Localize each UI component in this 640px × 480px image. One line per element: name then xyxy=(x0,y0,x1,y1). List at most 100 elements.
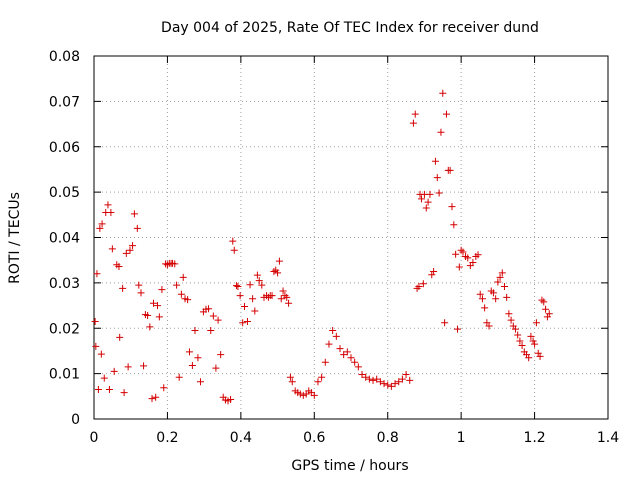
data-point-marker xyxy=(268,292,276,300)
data-point-marker xyxy=(358,371,366,379)
data-point-marker xyxy=(518,341,526,349)
data-point-marker xyxy=(529,337,537,345)
data-point-marker xyxy=(391,380,399,388)
data-point-marker xyxy=(152,393,160,401)
y-axis-label: ROTI / TECUs xyxy=(7,192,23,284)
data-point-marker xyxy=(419,280,427,288)
data-point-marker xyxy=(540,298,548,306)
data-point-marker xyxy=(516,337,524,345)
data-point-marker xyxy=(115,263,123,271)
data-point-marker xyxy=(485,322,493,330)
data-point-marker xyxy=(478,295,486,303)
x-tick-label: 0 xyxy=(90,430,99,446)
data-point-marker xyxy=(286,373,294,381)
data-point-marker xyxy=(146,323,154,331)
data-point-marker xyxy=(177,290,185,298)
data-point-marker xyxy=(241,302,249,310)
data-point-marker xyxy=(246,281,254,289)
y-tick-label: 0.05 xyxy=(49,185,80,201)
data-point-marker xyxy=(158,286,166,294)
data-point-marker xyxy=(439,89,447,97)
x-tick-label: 0.8 xyxy=(377,430,399,446)
data-point-marker xyxy=(281,292,289,300)
data-point-marker xyxy=(97,350,105,358)
data-point-marker xyxy=(140,362,148,370)
data-point-marker xyxy=(104,201,112,209)
data-point-marker xyxy=(347,354,355,362)
y-tick-label: 0.03 xyxy=(49,276,80,292)
x-tick-label: 0.4 xyxy=(230,430,252,446)
data-point-marker xyxy=(214,316,222,324)
data-point-marker xyxy=(285,299,293,307)
data-point-marker xyxy=(459,248,467,256)
data-point-marker xyxy=(299,391,307,399)
x-tick-label: 1.2 xyxy=(523,430,545,446)
data-point-marker xyxy=(464,254,472,262)
y-tick-labels: 0 0.01 0.02 0.03 0.04 0.05 0.06 0.07 0.08 xyxy=(49,49,80,428)
data-point-marker xyxy=(428,271,436,279)
data-point-marker xyxy=(179,273,187,281)
data-point-marker xyxy=(191,327,199,335)
data-point-marker xyxy=(126,246,134,254)
tick-marks xyxy=(93,55,609,420)
data-point-marker xyxy=(212,364,220,372)
data-point-marker xyxy=(155,313,163,321)
data-point-marker xyxy=(422,204,430,212)
data-point-marker xyxy=(137,289,145,297)
data-point-marker xyxy=(474,251,482,259)
data-point-marker xyxy=(209,312,217,320)
data-point-marker xyxy=(229,237,237,245)
y-tick-label: 0.06 xyxy=(49,140,80,156)
data-point-marker xyxy=(398,375,406,383)
data-point-marker xyxy=(424,198,432,206)
data-point-marker xyxy=(96,224,104,232)
data-point-marker xyxy=(387,382,395,390)
data-point-marker xyxy=(448,203,456,211)
data-point-marker xyxy=(411,110,419,118)
x-tick-label: 1.4 xyxy=(597,430,619,446)
data-point-marker xyxy=(130,210,138,218)
data-point-marker xyxy=(144,312,152,320)
data-point-marker xyxy=(431,157,439,165)
data-point-marker xyxy=(124,363,132,371)
data-point-marker xyxy=(227,395,235,403)
data-point-marker xyxy=(380,380,388,388)
data-point-marker xyxy=(332,332,340,340)
data-point-marker xyxy=(122,249,130,257)
data-point-marker xyxy=(249,295,257,303)
data-point-marker xyxy=(354,363,362,371)
data-point-marker xyxy=(243,317,251,325)
data-point-marker xyxy=(481,304,489,312)
data-point-marker xyxy=(476,290,484,298)
data-point-marker xyxy=(340,351,348,359)
data-point-marker xyxy=(185,348,193,356)
data-point-marker xyxy=(94,386,102,394)
data-point-marker xyxy=(343,348,351,356)
data-point-marker xyxy=(270,268,278,276)
data-point-marker xyxy=(274,269,282,277)
data-point-marker xyxy=(196,378,204,386)
data-point-marker xyxy=(503,293,511,301)
data-point-marker xyxy=(505,310,513,318)
data-point-marker xyxy=(236,292,244,300)
data-point-marker xyxy=(173,281,181,289)
data-point-marker xyxy=(433,174,441,182)
data-point-marker xyxy=(184,296,192,304)
data-point-marker xyxy=(496,273,504,281)
data-point-marker xyxy=(92,342,100,350)
data-point-marker xyxy=(417,195,425,203)
data-point-marker xyxy=(536,352,544,360)
data-point-marker xyxy=(133,224,141,232)
data-point-marker xyxy=(430,268,438,276)
data-point-marker xyxy=(116,333,124,341)
data-point-marker xyxy=(98,220,106,228)
data-point-marker xyxy=(441,319,449,327)
data-point-marker xyxy=(531,340,539,348)
data-point-marker xyxy=(457,246,465,254)
data-point-marker xyxy=(545,310,553,318)
data-point-marker xyxy=(148,395,156,403)
data-point-marker xyxy=(532,319,540,327)
data-point-marker xyxy=(93,270,101,278)
data-point-marker xyxy=(149,299,157,307)
